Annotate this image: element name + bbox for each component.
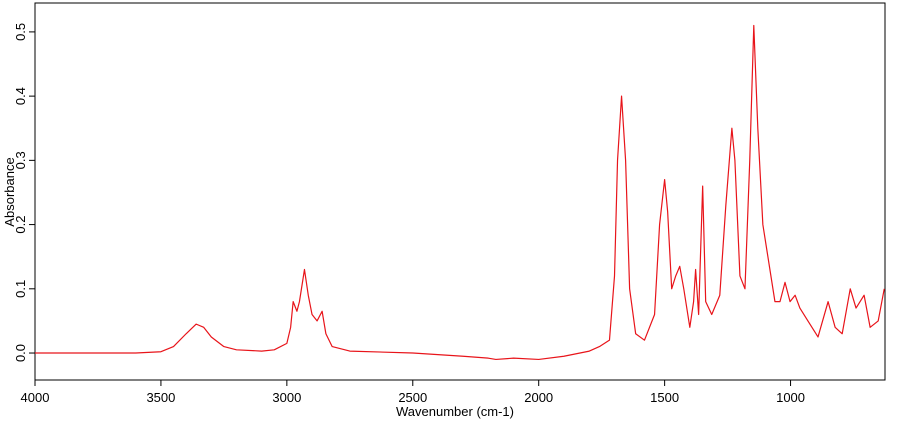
x-tick-label: 1500 [650,390,679,405]
x-axis-label: Wavenumber (cm-1) [396,404,514,419]
x-tick-label: 3500 [146,390,175,405]
y-tick-label: 0.3 [13,151,28,169]
y-axis-label: Absorbance [2,157,17,226]
y-tick-label: 0.1 [13,280,28,298]
plot-frame [34,2,886,381]
x-tick-label: 3000 [272,390,301,405]
x-tick-label: 2000 [524,390,553,405]
y-tick-label: 0.0 [13,344,28,362]
y-tick-label: 0.5 [13,23,28,41]
x-tick-label: 4000 [21,390,50,405]
x-tick-label: 2500 [398,390,427,405]
y-tick-label: 0.2 [13,216,28,234]
x-tick-label: 1000 [776,390,805,405]
spectrum-line [35,24,885,361]
y-tick-label: 0.4 [13,87,28,105]
